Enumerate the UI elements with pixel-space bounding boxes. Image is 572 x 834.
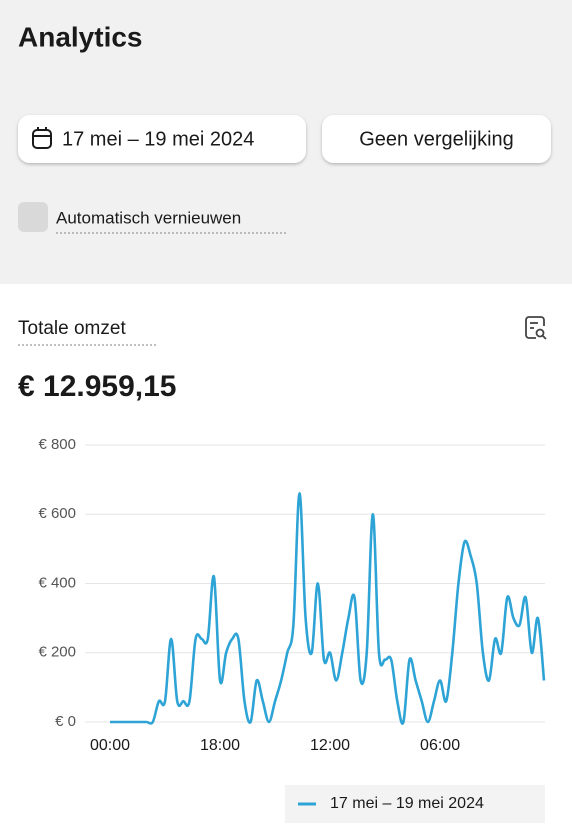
y-tick-label: € 200 bbox=[38, 644, 76, 661]
checkbox[interactable] bbox=[18, 202, 48, 232]
chart-icon[interactable] bbox=[525, 316, 547, 340]
compare-button[interactable]: Geen vergelijking bbox=[322, 115, 551, 163]
button-bg bbox=[18, 115, 306, 163]
y-tick-label: € 800 bbox=[38, 436, 76, 453]
card-title: Totale omzet bbox=[18, 318, 126, 339]
legend-bg bbox=[285, 785, 545, 823]
line-series bbox=[110, 492, 546, 725]
calendar-icon bbox=[32, 127, 52, 149]
y-tick-label: € 400 bbox=[38, 574, 76, 591]
x-tick-label: 12:00 bbox=[310, 737, 350, 754]
x-tick-label: 00:00 bbox=[90, 737, 130, 754]
y-tick-label: € 600 bbox=[38, 505, 76, 522]
x-tick-label: 06:00 bbox=[420, 737, 460, 754]
y-tick-label: € 0 bbox=[55, 713, 76, 730]
button-bg bbox=[322, 115, 551, 163]
date-range: 17 mei – 19 mei 2024 bbox=[62, 128, 254, 150]
x-tick-label: 18:00 bbox=[200, 737, 240, 754]
auto-refresh-label: Automatisch vernieuwen bbox=[56, 208, 241, 227]
date-button[interactable]: 17 mei – 19 mei 2024 bbox=[18, 115, 306, 163]
card-bg bbox=[0, 284, 572, 834]
comparison: Geen vergelijking bbox=[359, 128, 514, 150]
legend-label: 17 mei – 19 mei 2024 bbox=[330, 795, 484, 812]
total-value: € 12.959,15 bbox=[18, 370, 176, 403]
page-title: Analytics bbox=[18, 21, 143, 52]
